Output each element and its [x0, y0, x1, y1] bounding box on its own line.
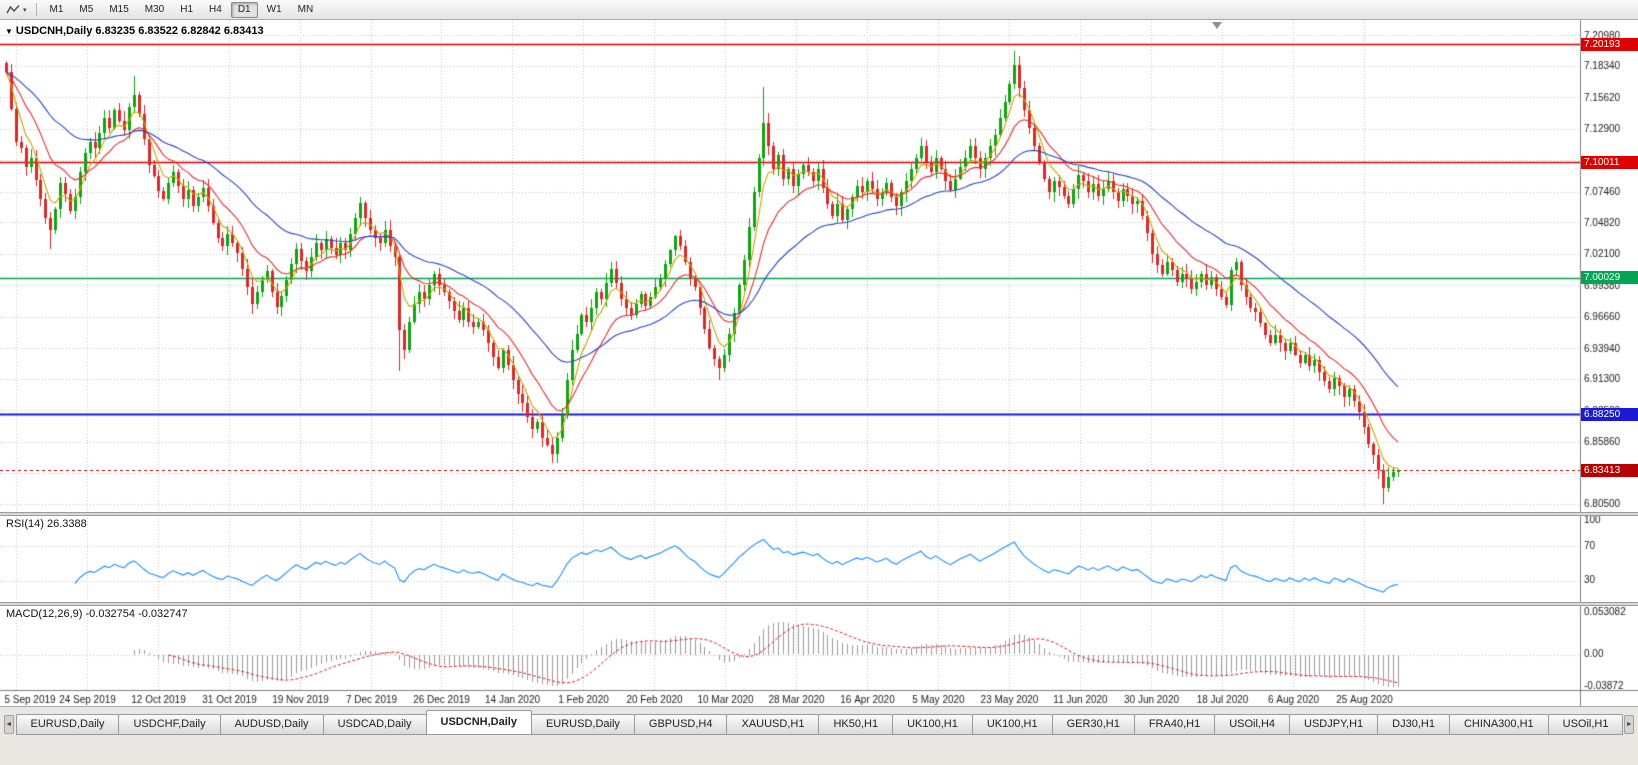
toolbar-separator	[35, 3, 37, 16]
chart-tab[interactable]: USDCHF,Daily	[118, 714, 221, 735]
chart-title: ▼ USDCNH,Daily 6.83235 6.83522 6.82842 6.…	[5, 25, 264, 37]
chart-tab[interactable]: FRA40,H1	[1133, 714, 1216, 735]
macd-values: -0.032754 -0.032747	[85, 608, 188, 620]
chart-tab[interactable]: DJ30,H1	[1377, 714, 1450, 735]
rsi-indicator-label: RSI(14) 26.3388	[6, 518, 87, 530]
timeframe-button-m30[interactable]: M30	[138, 2, 171, 18]
support-level-badge: 7.00029	[1581, 271, 1638, 285]
timeframe-button-h4[interactable]: H4	[202, 2, 229, 18]
tabs-scroll-left-icon[interactable]: ◄	[4, 715, 14, 734]
chart-tab[interactable]: EURUSD,Daily	[530, 714, 635, 735]
pane-splitter-macd[interactable]	[0, 602, 1638, 606]
timeframe-button-mn[interactable]: MN	[291, 2, 321, 18]
rsi-name: RSI(14)	[6, 518, 44, 530]
chart-tab[interactable]: UK100,H1	[971, 714, 1053, 735]
chart-canvas[interactable]	[0, 0, 1638, 706]
chart-tabs: ◄ EURUSD,Daily USDCHF,Daily AUDUSD,Daily…	[0, 707, 1638, 735]
chart-tab[interactable]: EURUSD,Daily	[15, 714, 120, 735]
chart-tab[interactable]: CHINA300,H1	[1448, 714, 1549, 735]
chart-tab[interactable]: USOil,H1	[1547, 714, 1624, 735]
rsi-value: 26.3388	[46, 518, 87, 530]
chart-tab[interactable]: USDJPY,H1	[1289, 714, 1379, 735]
support-level-badge: 6.88250	[1581, 407, 1638, 421]
chart-collapse-icon[interactable]: ▼	[5, 27, 13, 36]
timeframe-toolbar: ▾ M1 M5 M15 M30 H1 H4 D1 W1 MN	[0, 0, 1638, 20]
resistance-level-badge: 7.10011	[1581, 155, 1638, 169]
tabs-scroll-right-icon[interactable]: ►	[1624, 715, 1634, 734]
chart-tab[interactable]: USDCAD,Daily	[322, 714, 427, 735]
chart-symbol-period: USDCNH,Daily	[15, 25, 93, 37]
chart-ohlc-values: 6.83235 6.83522 6.82842 6.83413	[95, 25, 264, 37]
chart-tab[interactable]: USOil,H4	[1214, 714, 1291, 735]
pane-splitter-rsi[interactable]	[0, 512, 1638, 516]
chart-tab-active[interactable]: USDCNH,Daily	[425, 710, 532, 735]
timeframe-button-h1[interactable]: H1	[173, 2, 200, 18]
timeframe-button-m1[interactable]: M1	[43, 2, 71, 18]
timeframe-button-m5[interactable]: M5	[72, 2, 100, 18]
timeframe-button-w1[interactable]: W1	[260, 2, 289, 18]
chart-tab[interactable]: GER30,H1	[1051, 714, 1135, 735]
chart-style-icon[interactable]	[4, 4, 22, 16]
macd-name: MACD(12,26,9)	[6, 608, 83, 620]
chart-tab[interactable]: UK100,H1	[892, 714, 973, 735]
timeframe-button-m15[interactable]: M15	[102, 2, 135, 18]
resistance-level-badge: 7.20193	[1581, 37, 1638, 51]
timeframe-button-d1[interactable]: D1	[230, 1, 258, 18]
chart-tab[interactable]: HK50,H1	[818, 714, 894, 735]
current-price-badge: 6.83413	[1581, 463, 1638, 477]
zigzag-icon	[6, 4, 20, 13]
chart-tab[interactable]: GBPUSD,H4	[633, 714, 728, 735]
chart-tab[interactable]: AUDUSD,Daily	[219, 714, 324, 735]
chart-style-dropdown-icon[interactable]: ▾	[23, 6, 27, 14]
chart-shift-marker[interactable]	[1212, 22, 1222, 29]
macd-indicator-label: MACD(12,26,9) -0.032754 -0.032747	[6, 608, 188, 620]
bottom-bar: ◄ EURUSD,Daily USDCHF,Daily AUDUSD,Daily…	[0, 706, 1638, 765]
chart-tab[interactable]: XAUUSD,H1	[726, 714, 820, 735]
